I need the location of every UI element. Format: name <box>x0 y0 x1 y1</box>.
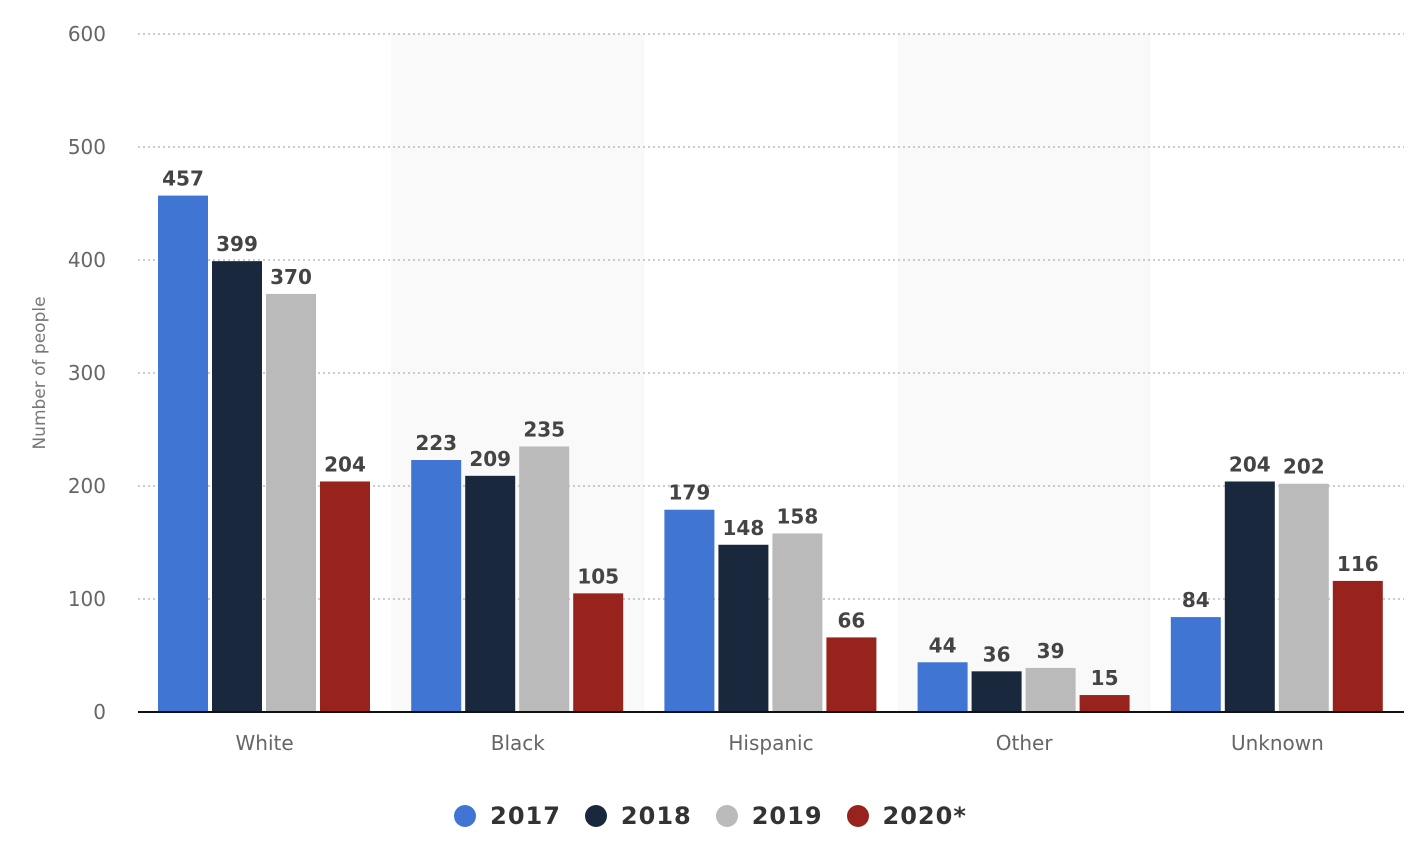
data-label: 84 <box>1182 588 1210 612</box>
bar-2018-black <box>465 475 516 712</box>
data-label: 39 <box>1037 639 1065 663</box>
data-label: 148 <box>723 516 765 540</box>
x-tick-label: White <box>236 731 294 755</box>
legend-item[interactable]: 2019 <box>715 802 823 830</box>
data-label: 202 <box>1283 455 1325 479</box>
data-label: 15 <box>1091 666 1119 690</box>
y-tick-label: 500 <box>68 135 106 159</box>
bar-2018-other <box>971 671 1022 712</box>
bar-2019-unknown <box>1278 483 1329 712</box>
y-tick-label: 400 <box>68 248 106 272</box>
bar-2019-hispanic <box>772 533 823 712</box>
legend-item[interactable]: 2017 <box>454 802 561 830</box>
legend-swatch-icon <box>715 805 738 827</box>
x-axis-categories: White Black Hispanic Other Unknown <box>236 731 1324 755</box>
legend-item[interactable]: 2020* <box>846 802 967 830</box>
data-label: 209 <box>469 447 511 471</box>
data-label: 457 <box>162 167 204 191</box>
bar-2017-white <box>158 195 208 713</box>
bar-2017-black <box>411 460 462 712</box>
bar-2018-hispanic <box>718 544 769 712</box>
x-tick-label: Black <box>491 731 546 755</box>
legend-item[interactable]: 2018 <box>584 802 692 830</box>
data-label: 44 <box>929 633 957 657</box>
y-tick-label: 300 <box>68 361 106 385</box>
legend-swatch-icon <box>454 805 477 827</box>
y-tick-label: 200 <box>68 474 106 498</box>
x-tick-label: Other <box>996 731 1054 755</box>
x-tick-label: Hispanic <box>728 731 813 755</box>
data-labels: 457 399 370 204 223 209 235 105 179 148 158 66 44 36 3… <box>162 167 1379 690</box>
bar-2020-black <box>573 593 624 712</box>
y-tick-label: 100 <box>68 587 106 611</box>
bar-2018-white <box>212 261 262 712</box>
legend-swatch-icon <box>846 805 869 827</box>
data-label: 105 <box>577 564 619 588</box>
y-tick-label: 0 <box>93 700 106 724</box>
y-axis-title: Number of people <box>30 296 50 449</box>
data-label: 36 <box>983 642 1011 666</box>
y-axis-ticks: 0 100 200 300 400 500 600 <box>68 22 106 724</box>
bar-2020-hispanic <box>826 637 877 712</box>
x-tick-label: Unknown <box>1231 731 1324 755</box>
bar-2017-other <box>917 662 968 712</box>
data-label: 66 <box>837 608 865 632</box>
data-label: 204 <box>1229 452 1271 476</box>
data-label: 158 <box>777 504 819 528</box>
data-label: 399 <box>216 232 258 256</box>
bar-2017-hispanic <box>664 509 715 712</box>
legend-label: 2018 <box>620 802 692 830</box>
bar-2020-white <box>320 481 370 712</box>
bar-2019-other <box>1025 667 1076 712</box>
data-label: 370 <box>270 265 312 289</box>
y-tick-label: 600 <box>68 22 106 46</box>
bar-2020-unknown <box>1332 580 1383 712</box>
data-label: 179 <box>669 481 711 505</box>
bar-chart: 0 100 200 300 400 500 600 Number of people 457… <box>30 22 1404 755</box>
data-label: 204 <box>324 452 366 476</box>
data-label: 235 <box>523 417 565 441</box>
legend: 2017 2018 2019 2020* <box>0 802 1421 830</box>
bar-2018-unknown <box>1224 481 1275 712</box>
bars <box>158 195 1383 713</box>
legend-label: 2017 <box>490 802 561 830</box>
bar-2019-black <box>519 446 570 712</box>
bar-2019-white <box>266 293 316 712</box>
data-label: 116 <box>1337 552 1379 576</box>
legend-label: 2020* <box>882 802 967 830</box>
data-label: 223 <box>415 431 457 455</box>
bar-2017-unknown <box>1170 617 1221 712</box>
legend-label: 2019 <box>751 802 823 830</box>
bar-2020-other <box>1079 695 1130 712</box>
legend-swatch-icon <box>584 805 607 827</box>
